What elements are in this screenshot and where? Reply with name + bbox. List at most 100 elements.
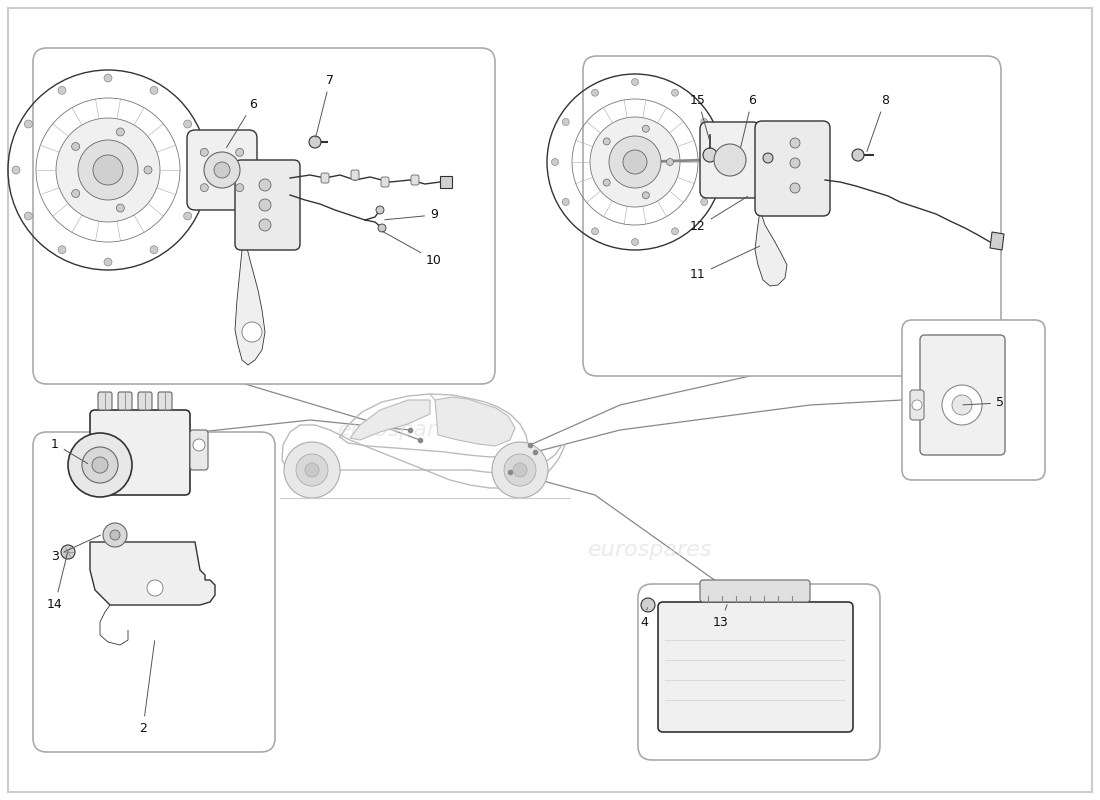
Circle shape xyxy=(912,400,922,410)
Circle shape xyxy=(642,192,649,198)
Circle shape xyxy=(603,179,611,186)
Circle shape xyxy=(701,198,707,206)
Circle shape xyxy=(72,142,79,150)
Circle shape xyxy=(60,545,75,559)
Circle shape xyxy=(56,118,160,222)
Text: 13: 13 xyxy=(713,605,729,629)
Polygon shape xyxy=(235,240,265,365)
FancyBboxPatch shape xyxy=(755,121,830,216)
Text: 3: 3 xyxy=(51,535,100,562)
Circle shape xyxy=(78,140,138,200)
Circle shape xyxy=(642,126,649,132)
Circle shape xyxy=(623,150,647,174)
Circle shape xyxy=(631,78,638,86)
FancyBboxPatch shape xyxy=(98,392,112,410)
Circle shape xyxy=(117,204,124,212)
FancyBboxPatch shape xyxy=(235,160,300,250)
Circle shape xyxy=(214,162,230,178)
Text: 7: 7 xyxy=(316,74,334,138)
Text: 2: 2 xyxy=(139,641,155,734)
Circle shape xyxy=(258,179,271,191)
FancyBboxPatch shape xyxy=(902,320,1045,480)
Circle shape xyxy=(952,395,972,415)
FancyBboxPatch shape xyxy=(158,392,172,410)
Circle shape xyxy=(184,120,191,128)
Polygon shape xyxy=(440,176,452,188)
Circle shape xyxy=(284,442,340,498)
Text: 12: 12 xyxy=(690,197,748,234)
Text: eurospares: eurospares xyxy=(338,420,462,440)
Polygon shape xyxy=(434,397,515,446)
Circle shape xyxy=(235,148,244,156)
Text: 11: 11 xyxy=(690,246,759,282)
FancyBboxPatch shape xyxy=(658,602,852,732)
FancyBboxPatch shape xyxy=(700,122,760,198)
Circle shape xyxy=(24,212,32,220)
Circle shape xyxy=(144,166,152,174)
Circle shape xyxy=(104,74,112,82)
FancyBboxPatch shape xyxy=(920,335,1005,455)
Circle shape xyxy=(150,86,158,94)
Circle shape xyxy=(378,224,386,232)
Text: 4: 4 xyxy=(640,608,648,629)
Circle shape xyxy=(24,120,32,128)
Circle shape xyxy=(82,447,118,483)
Circle shape xyxy=(641,598,654,612)
Circle shape xyxy=(200,148,208,156)
Text: 8: 8 xyxy=(867,94,889,151)
Circle shape xyxy=(671,228,679,234)
Text: 9: 9 xyxy=(385,209,438,222)
Circle shape xyxy=(58,86,66,94)
Circle shape xyxy=(309,136,321,148)
Circle shape xyxy=(184,212,191,220)
Circle shape xyxy=(790,138,800,148)
FancyBboxPatch shape xyxy=(910,390,924,420)
Circle shape xyxy=(200,184,208,192)
Circle shape xyxy=(671,90,679,96)
Circle shape xyxy=(103,523,127,547)
FancyBboxPatch shape xyxy=(381,177,389,187)
Circle shape xyxy=(562,118,569,126)
Circle shape xyxy=(504,454,536,486)
Text: 5: 5 xyxy=(962,397,1004,410)
Circle shape xyxy=(667,158,673,166)
Circle shape xyxy=(242,322,262,342)
Circle shape xyxy=(235,184,244,192)
Circle shape xyxy=(150,246,158,254)
Circle shape xyxy=(117,128,124,136)
FancyBboxPatch shape xyxy=(351,170,359,180)
Circle shape xyxy=(12,166,20,174)
Circle shape xyxy=(631,238,638,246)
Circle shape xyxy=(942,385,982,425)
Circle shape xyxy=(196,166,204,174)
Circle shape xyxy=(790,158,800,168)
Circle shape xyxy=(701,118,707,126)
Circle shape xyxy=(192,439,205,451)
FancyBboxPatch shape xyxy=(33,48,495,384)
Circle shape xyxy=(258,199,271,211)
Polygon shape xyxy=(90,542,214,605)
Circle shape xyxy=(562,198,569,206)
Circle shape xyxy=(551,158,559,166)
FancyBboxPatch shape xyxy=(187,130,257,210)
Circle shape xyxy=(305,463,319,477)
Polygon shape xyxy=(990,232,1004,250)
Circle shape xyxy=(852,149,864,161)
FancyBboxPatch shape xyxy=(190,430,208,470)
Circle shape xyxy=(204,152,240,188)
Circle shape xyxy=(58,246,66,254)
Circle shape xyxy=(104,258,112,266)
FancyBboxPatch shape xyxy=(700,580,810,602)
Circle shape xyxy=(110,530,120,540)
Circle shape xyxy=(703,148,717,162)
Text: 15: 15 xyxy=(690,94,710,139)
Text: 6: 6 xyxy=(740,94,756,147)
Circle shape xyxy=(712,158,718,166)
Circle shape xyxy=(714,144,746,176)
Circle shape xyxy=(603,138,611,145)
Circle shape xyxy=(376,206,384,214)
Text: 14: 14 xyxy=(47,554,67,610)
Circle shape xyxy=(592,90,598,96)
Circle shape xyxy=(147,580,163,596)
FancyBboxPatch shape xyxy=(583,56,1001,376)
